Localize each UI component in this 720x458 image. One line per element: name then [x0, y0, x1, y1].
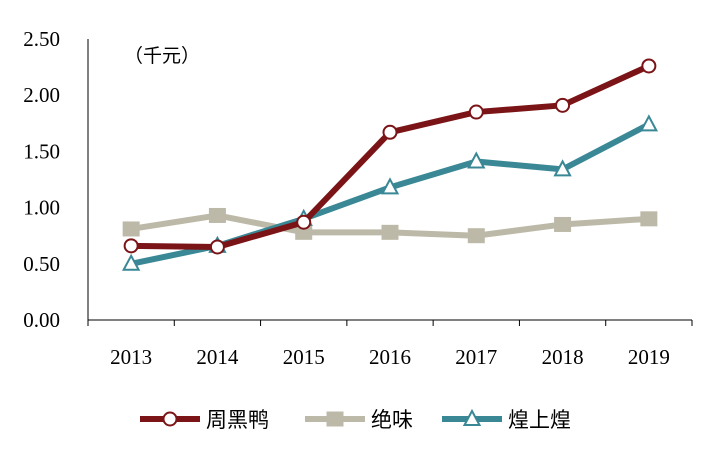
- data-point: [122, 221, 140, 237]
- series-0: [123, 58, 657, 255]
- y-tick-label: 0.00: [23, 308, 60, 332]
- x-tick-label: 2014: [196, 345, 239, 369]
- y-tick-label: 2.00: [23, 83, 60, 107]
- data-point: [555, 97, 571, 113]
- data-point: [381, 224, 399, 240]
- y-tick-label: 1.50: [23, 139, 60, 163]
- data-point: [467, 151, 486, 169]
- legend-marker: [162, 411, 178, 427]
- series-1: [122, 207, 658, 244]
- legend-item: 煌上煌: [442, 408, 571, 432]
- data-point: [554, 216, 572, 232]
- legend-item: 绝味: [305, 408, 413, 432]
- x-tick-label: 2017: [455, 345, 497, 369]
- data-point: [468, 104, 484, 120]
- x-tick-labels: 2013 2014 2015 2016 2017 2018 2019: [110, 345, 670, 369]
- y-tick-label: 1.00: [23, 196, 60, 220]
- legend-marker: [326, 411, 344, 427]
- data-point: [641, 58, 657, 74]
- data-point: [380, 177, 400, 195]
- data-point: [639, 114, 659, 132]
- axes: [87, 39, 693, 326]
- legend-label: 周黑鸭: [206, 408, 269, 432]
- data-point: [382, 124, 398, 140]
- legend-item: 周黑鸭: [140, 408, 269, 432]
- y-tick-label: 2.50: [23, 27, 60, 51]
- y-tick-label: 0.50: [23, 252, 60, 276]
- series-layer: [121, 58, 659, 271]
- x-tick-label: 2015: [283, 345, 325, 369]
- legend-marker: [462, 408, 482, 426]
- y-tick-labels: 0.00 0.50 1.00 1.50 2.00 2.50: [23, 27, 60, 332]
- data-point: [121, 253, 141, 271]
- legend-label: 绝味: [371, 408, 413, 432]
- data-point: [209, 239, 225, 255]
- data-point: [123, 238, 139, 254]
- x-tick-label: 2016: [369, 345, 411, 369]
- data-point: [296, 214, 312, 230]
- x-tick-label: 2019: [628, 345, 670, 369]
- legend: 周黑鸭 绝味 煌上煌: [140, 408, 571, 432]
- data-point: [640, 211, 658, 227]
- unit-label: （千元）: [124, 45, 200, 67]
- data-point: [208, 207, 226, 223]
- legend-label: 煌上煌: [508, 408, 571, 432]
- data-point: [553, 159, 572, 177]
- data-point: [467, 228, 485, 244]
- x-tick-label: 2018: [542, 345, 584, 369]
- x-tick-label: 2013: [110, 345, 152, 369]
